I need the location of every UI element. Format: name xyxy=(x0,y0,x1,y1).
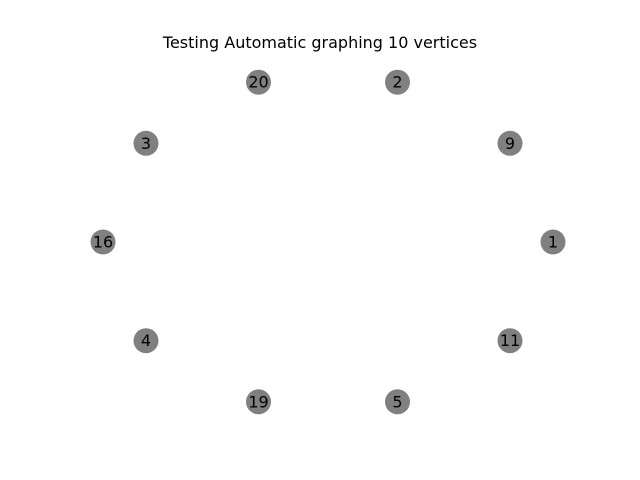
vertex-16: 16 xyxy=(90,229,116,255)
vertex-label: 3 xyxy=(141,134,151,153)
vertex-2: 2 xyxy=(385,69,410,95)
vertex-label: 2 xyxy=(392,73,402,92)
vertex-node xyxy=(133,130,159,156)
vertex-label: 9 xyxy=(505,134,515,153)
vertex-4: 4 xyxy=(133,328,159,354)
vertex-label: 4 xyxy=(141,331,151,350)
vertex-1: 1 xyxy=(540,229,566,255)
vertex-label: 5 xyxy=(392,392,402,411)
vertex-node xyxy=(133,328,159,354)
vertex-20: 20 xyxy=(246,69,271,95)
vertex-label: 16 xyxy=(93,233,113,252)
vertex-node xyxy=(385,69,410,95)
vertex-node xyxy=(540,229,566,255)
vertex-5: 5 xyxy=(385,389,410,415)
figure-title: Testing Automatic graphing 10 vertices xyxy=(162,33,478,52)
vertex-label: 20 xyxy=(248,73,268,92)
vertex-label: 19 xyxy=(248,392,268,411)
vertex-node xyxy=(246,389,271,415)
vertex-node xyxy=(90,229,116,255)
vertex-3: 3 xyxy=(133,130,159,156)
vertex-node xyxy=(246,69,271,95)
vertex-label: 11 xyxy=(500,331,520,350)
vertex-node xyxy=(497,328,523,354)
vertex-node xyxy=(385,389,410,415)
vertex-node xyxy=(497,130,523,156)
vertex-19: 19 xyxy=(246,389,271,415)
vertex-11: 11 xyxy=(497,328,523,354)
vertex-label: 1 xyxy=(548,233,558,252)
vertex-9: 9 xyxy=(497,130,523,156)
